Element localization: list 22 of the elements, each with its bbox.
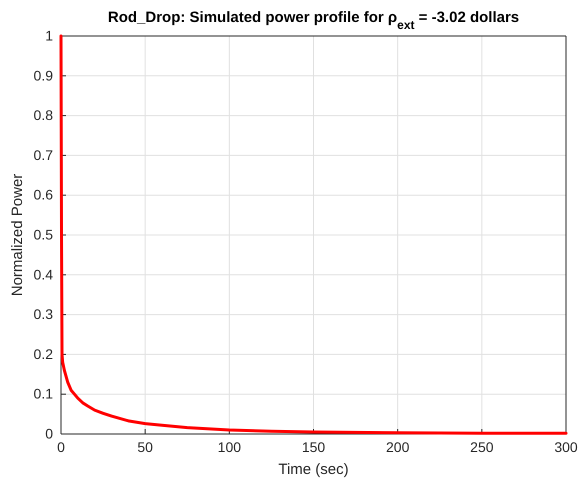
x-tick-label: 100 — [218, 438, 242, 455]
x-axis-title: Time (sec) — [278, 461, 349, 478]
y-tick-label: 0.7 — [34, 146, 54, 163]
y-tick-label: 0.1 — [34, 386, 54, 402]
y-tick-label: 0.5 — [34, 226, 54, 242]
chart-title: Rod_Drop: Simulated power profile for ρ$_{ext}$ = -3.02 dollars — [108, 9, 520, 32]
y-tick-label: 0.6 — [34, 186, 54, 203]
line-series — [60, 34, 568, 435]
y-tick-label: 0.9 — [34, 67, 54, 84]
x-tick-label: 250 — [470, 438, 494, 455]
x-tick-label: 200 — [386, 438, 410, 455]
y-tick-label: 0.3 — [34, 306, 54, 322]
x-tick-label: 300 — [554, 438, 578, 455]
y-axis-title: Normalized Power — [9, 174, 26, 296]
y-tick-label: 1 — [45, 27, 54, 44]
y-tick-label: 0 — [45, 425, 54, 442]
y-tick-label: 0.4 — [34, 266, 54, 282]
y-tick-label: 0.2 — [34, 346, 54, 362]
x-tick-label: 0 — [57, 438, 66, 455]
x-tick-label: 150 — [302, 438, 326, 455]
x-tick-label: 50 — [137, 438, 154, 455]
y-tick-label: 0.8 — [34, 107, 54, 124]
